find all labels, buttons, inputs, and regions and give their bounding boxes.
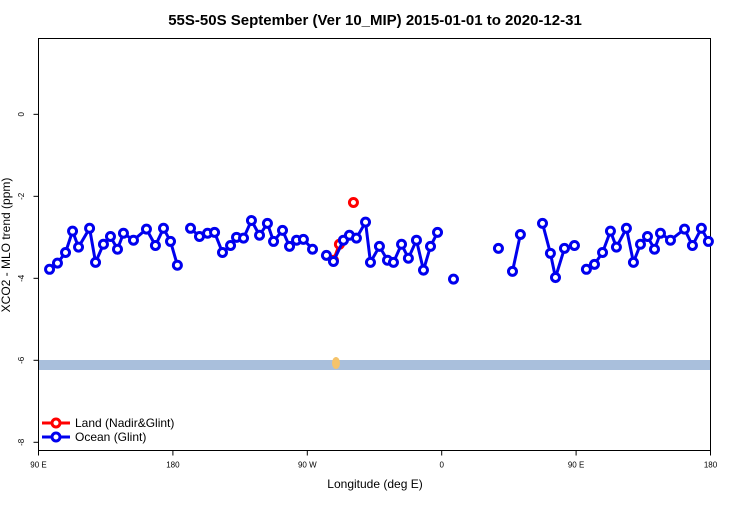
y-tick-label: 0 <box>17 112 26 117</box>
data-point <box>634 238 646 250</box>
data-point <box>627 256 639 268</box>
data-point <box>387 256 399 268</box>
data-point <box>111 243 123 255</box>
data-point <box>492 242 504 254</box>
data-point <box>679 223 691 235</box>
data-point <box>425 240 436 252</box>
data-point <box>157 222 169 234</box>
data-point <box>209 226 221 238</box>
legend-label: Ocean (Glint) <box>75 430 146 444</box>
y-tick-label: -6 <box>17 356 26 364</box>
data-point <box>171 259 183 271</box>
data-point <box>245 215 257 227</box>
data-point <box>127 234 139 246</box>
data-point <box>67 225 79 237</box>
x-tick-label: 180 <box>166 461 180 470</box>
map-land <box>332 357 340 369</box>
data-point <box>97 238 109 250</box>
data-point <box>277 224 289 236</box>
y-tick-label: -4 <box>17 274 26 282</box>
data-point <box>610 241 622 253</box>
data-point <box>320 249 332 261</box>
legend-marker <box>50 431 62 443</box>
data-point <box>410 234 422 246</box>
data-point <box>104 231 116 243</box>
x-tick-label: 90 E <box>30 461 46 470</box>
data-point <box>641 231 653 243</box>
data-point <box>568 240 580 252</box>
y-axis-label: XCO2 - MLO trend (ppm) <box>0 178 13 313</box>
data-point <box>649 243 660 255</box>
data-point <box>73 241 85 253</box>
data-point <box>558 242 570 254</box>
data-point <box>432 226 444 238</box>
y-tick-label: -8 <box>17 438 26 446</box>
data-point <box>185 222 197 234</box>
data-point <box>544 247 556 259</box>
data-point <box>604 225 616 237</box>
data-point <box>307 243 319 255</box>
data-point <box>84 222 96 234</box>
data-point <box>514 228 526 240</box>
data-point <box>702 235 714 247</box>
x-axis-label: Longitude (deg E) <box>327 477 422 491</box>
data-point <box>396 238 408 250</box>
data-point <box>695 222 707 234</box>
data-point <box>549 272 561 284</box>
data-point <box>60 246 72 258</box>
data-point <box>238 232 250 244</box>
data-point <box>117 227 129 239</box>
x-tick-label: 90 W <box>298 461 317 470</box>
data-point <box>620 222 632 234</box>
data-point <box>350 232 362 244</box>
data-point <box>51 257 63 269</box>
data-point <box>597 246 609 258</box>
legend-marker <box>50 417 62 429</box>
data-point <box>90 256 102 268</box>
data-point <box>284 240 296 252</box>
y-tick-label: -2 <box>17 192 26 200</box>
chart-title: 55S-50S September (Ver 10_MIP) 2015-01-0… <box>168 12 582 29</box>
data-point <box>165 235 177 247</box>
legend-label: Land (Nadir&Glint) <box>75 416 174 430</box>
data-point <box>254 229 266 241</box>
data-point <box>225 240 237 252</box>
data-point <box>506 265 518 277</box>
data-point <box>261 217 273 229</box>
data-point <box>364 256 376 268</box>
data-point <box>402 252 414 264</box>
data-point <box>360 216 372 228</box>
data-point <box>216 246 228 258</box>
data-point <box>686 240 698 252</box>
x-tick-label: 180 <box>704 461 718 470</box>
data-point <box>44 263 56 275</box>
data-point <box>268 235 280 247</box>
data-point <box>417 264 429 276</box>
data-point <box>654 227 666 239</box>
data-point <box>327 256 339 268</box>
data-point <box>447 273 459 285</box>
x-tick-label: 0 <box>439 461 444 470</box>
data-point <box>347 196 359 208</box>
x-tick-label: 90 E <box>568 461 584 470</box>
map-strip <box>38 360 711 370</box>
data-point <box>149 240 161 252</box>
data-point <box>580 263 592 275</box>
data-point <box>588 258 600 270</box>
data-point <box>140 223 152 235</box>
data-point <box>297 233 309 245</box>
data-point <box>373 240 385 252</box>
data-point <box>537 217 548 229</box>
data-point <box>664 234 676 246</box>
